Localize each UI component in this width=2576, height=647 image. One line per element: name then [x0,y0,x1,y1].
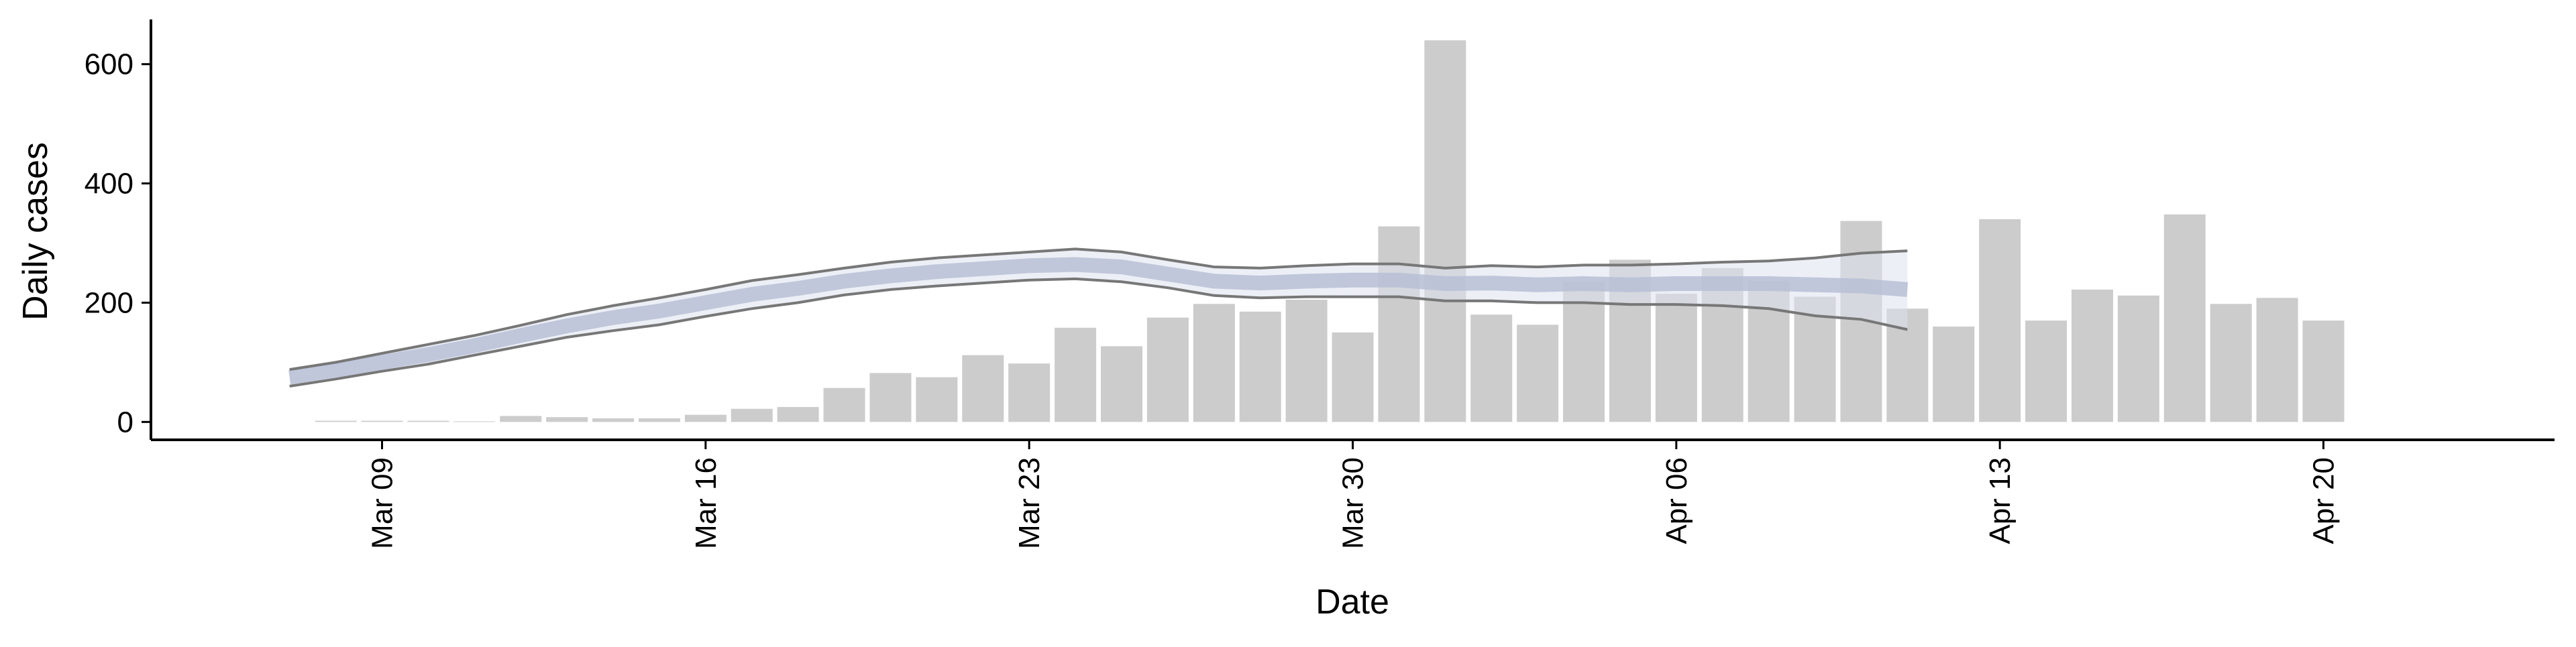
median-line [288,257,1909,385]
bar [407,420,449,422]
y-tick-label: 600 [85,48,133,81]
bar [1517,325,1559,422]
bar [2071,289,2113,422]
y-tick-label: 400 [85,168,133,200]
bar [823,388,865,422]
bar [500,416,542,422]
bar [1470,314,1513,422]
bar [2025,320,2068,422]
bar [1424,40,1466,422]
bar [869,373,912,422]
bar [731,408,773,422]
bar [2210,304,2252,422]
x-tick-label: Mar 30 [1337,457,1370,549]
bar [916,377,958,422]
bar [2256,298,2298,422]
bar [638,418,680,422]
y-tick-label: 0 [117,406,133,438]
bar [2117,295,2159,422]
x-axis-title: Date [1316,583,1389,622]
bar [684,414,727,422]
bar [777,407,819,422]
x-tick-label: Mar 23 [1013,457,1046,549]
bar [1146,317,1189,422]
bar [315,420,357,422]
bar [1933,327,1975,422]
bar [1008,363,1051,422]
bar [546,417,588,422]
lower-line [289,277,1908,388]
bar [453,421,496,422]
bar [962,355,1004,422]
bar [1655,294,1697,422]
x-tick-label: Apr 20 [2307,457,2340,544]
bar [361,420,403,422]
x-tick-label: Mar 16 [690,457,722,549]
bar [1979,219,2021,422]
x-tick-label: Apr 06 [1660,457,1693,544]
x-tick-label: Mar 09 [366,457,399,549]
bar [1239,311,1281,422]
bar [1285,300,1328,422]
bar [2302,320,2345,422]
bar [1563,282,1605,422]
y-tick-label: 200 [85,286,133,319]
x-tick-label: Apr 13 [1984,457,2017,544]
bar [1193,304,1235,422]
bar [1332,332,1374,422]
bar [1055,327,1097,422]
y-axis-title: Daily cases [16,142,55,320]
bar [1378,226,1420,422]
bar [592,418,635,422]
bar [1100,346,1142,422]
bar [2163,214,2206,422]
upper-line [289,247,1908,371]
